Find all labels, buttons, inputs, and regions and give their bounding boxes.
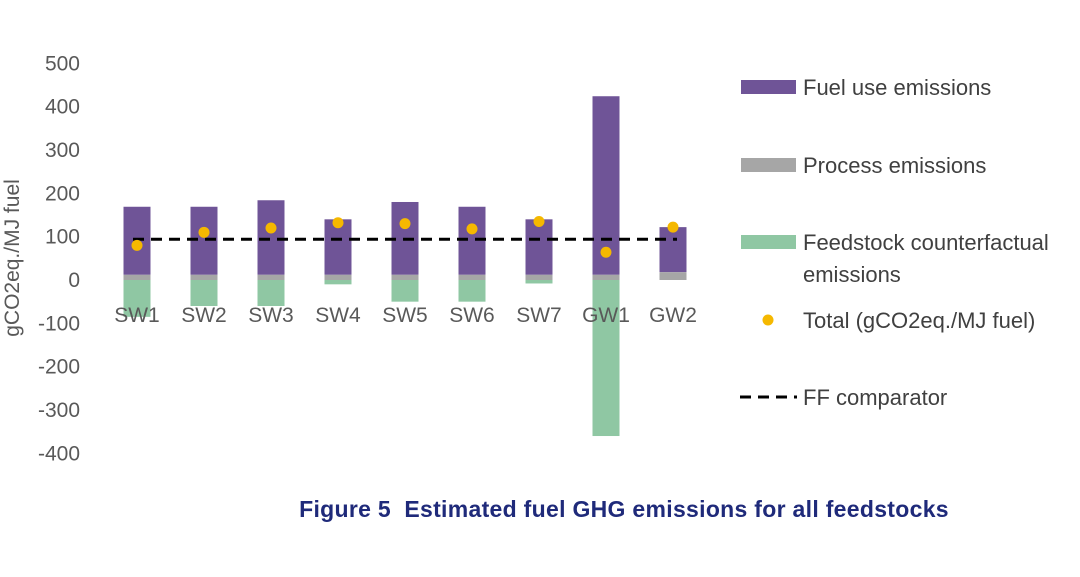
process-bar — [659, 272, 687, 280]
total-point — [600, 246, 612, 258]
total-point — [198, 226, 210, 238]
y-tick-label: 500 — [45, 52, 80, 75]
legend-label: Process emissions — [803, 153, 986, 178]
x-category-label: SW7 — [516, 304, 562, 327]
process-bar — [525, 274, 553, 280]
x-axis-categories: SW1 SW2 SW3 SW4 SW5 SW6 SW7 GW1 GW2 — [114, 304, 697, 327]
feedstock-bar — [190, 280, 218, 307]
process-bar — [257, 274, 285, 280]
process-bar — [592, 274, 620, 280]
y-tick-label: 400 — [45, 96, 80, 119]
y-tick-label: -300 — [38, 399, 80, 422]
y-axis-ticks: 500 400 300 200 100 0 -100 -200 -300 -400 — [38, 52, 80, 465]
x-category-label: GW1 — [582, 304, 630, 327]
fuel-use-bar — [257, 200, 285, 275]
y-tick-label: -100 — [38, 312, 80, 335]
legend-swatch — [741, 80, 796, 94]
x-category-label: GW2 — [649, 304, 697, 327]
total-point — [466, 223, 478, 235]
x-category-label: SW5 — [382, 304, 428, 327]
total-point — [332, 217, 344, 229]
bar-group — [123, 96, 687, 437]
legend-swatch — [762, 314, 774, 326]
legend: Fuel use emissions Process emissions Feeds… — [740, 75, 1049, 410]
x-category-label: SW6 — [449, 304, 495, 327]
feedstock-bar — [391, 280, 419, 302]
total-points — [131, 215, 679, 258]
legend-swatch — [741, 158, 796, 172]
figure-caption: Figure 5 Estimated fuel GHG emissions fo… — [299, 496, 949, 522]
legend-label: Total (gCO2eq./MJ fuel) — [803, 308, 1035, 333]
fuel-use-bar — [659, 227, 687, 273]
x-category-label: SW4 — [315, 304, 361, 327]
y-tick-label: 0 — [68, 269, 80, 292]
feedstock-bar — [525, 280, 553, 284]
process-bar — [123, 274, 151, 280]
process-bar — [190, 274, 218, 280]
y-tick-label: 100 — [45, 226, 80, 249]
fuel-use-bar — [525, 219, 553, 275]
fuel-use-bar — [458, 206, 486, 275]
process-bar — [458, 274, 486, 280]
y-axis-label: gCO2eq./MJ fuel — [1, 179, 24, 337]
feedstock-bar — [592, 280, 620, 437]
legend-label: FF comparator — [803, 385, 947, 410]
process-bar — [391, 274, 419, 280]
feedstock-bar — [324, 280, 352, 285]
legend-swatch — [741, 235, 796, 249]
x-category-label: SW1 — [114, 304, 160, 327]
feedstock-bar — [257, 280, 285, 307]
legend-label: Feedstock counterfactual emissions — [803, 230, 1049, 287]
fuel-use-bar — [592, 96, 620, 275]
y-tick-label: -200 — [38, 356, 80, 379]
total-point — [131, 239, 143, 251]
y-tick-label: -400 — [38, 442, 80, 465]
total-point — [399, 218, 411, 230]
process-bar — [324, 274, 352, 280]
x-category-label: SW2 — [181, 304, 227, 327]
total-point — [667, 221, 679, 233]
total-point — [265, 222, 277, 234]
fuel-use-bar — [190, 206, 218, 275]
y-tick-label: 200 — [45, 182, 80, 205]
feedstock-bar — [123, 280, 151, 317]
fuel-use-bar — [324, 219, 352, 275]
total-point — [533, 215, 545, 227]
x-category-label: SW3 — [248, 304, 294, 327]
y-tick-label: 300 — [45, 139, 80, 162]
legend-label: Fuel use emissions — [803, 75, 991, 100]
feedstock-bar — [458, 280, 486, 302]
